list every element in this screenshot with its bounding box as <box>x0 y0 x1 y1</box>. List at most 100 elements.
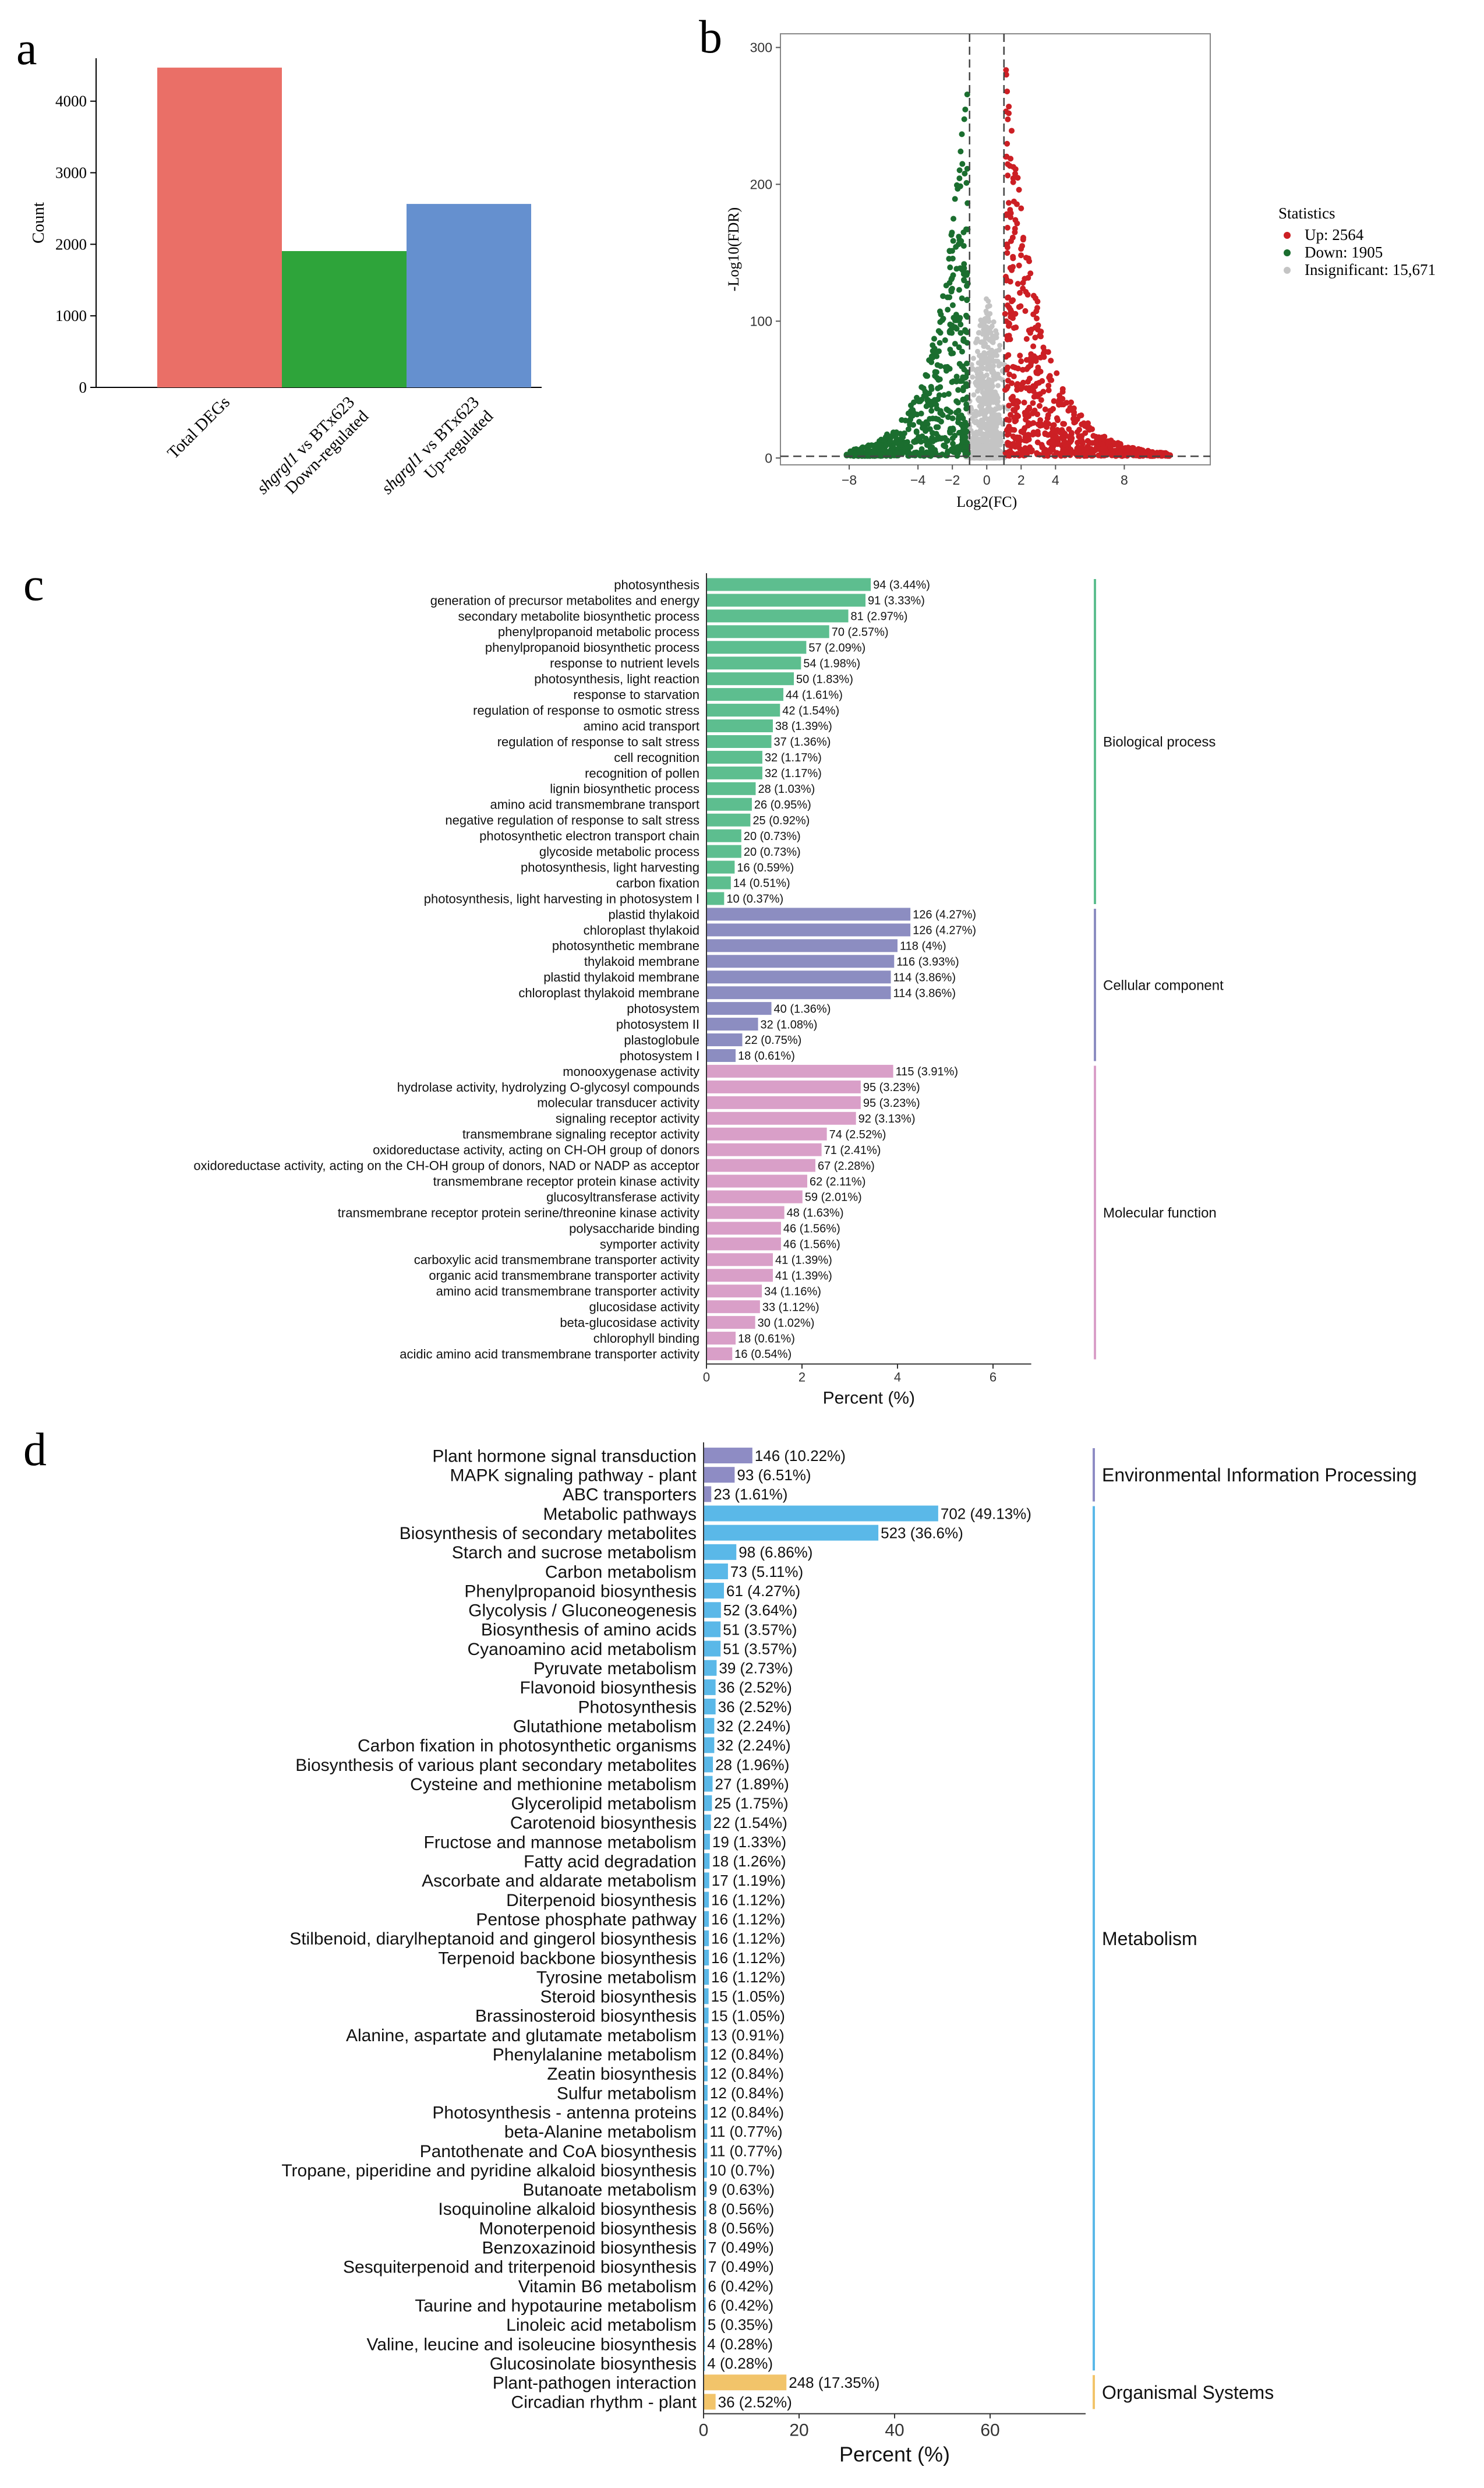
b-point-down <box>949 415 956 422</box>
b-point-up <box>1015 440 1021 447</box>
b-point-down <box>881 436 888 443</box>
b-point-down <box>935 396 941 403</box>
c-value-label: 57 (2.09%) <box>808 641 865 654</box>
c-category-label: negative regulation of response to salt … <box>445 813 699 828</box>
b-point-insignificant <box>984 372 990 378</box>
d-bar <box>704 2200 706 2217</box>
b-point-down <box>959 363 966 369</box>
b-point-down <box>964 314 970 320</box>
b-point-down <box>961 116 967 122</box>
d-category-label: Valine, leucine and isoleucine biosynthe… <box>367 2335 697 2354</box>
d-bar <box>704 2374 787 2391</box>
b-x-tick-label: 2 <box>1017 472 1025 488</box>
b-point-up <box>1149 452 1155 458</box>
b-point-up <box>1018 358 1024 365</box>
b-point-down <box>953 373 960 380</box>
d-bar <box>704 1718 715 1734</box>
b-point-up <box>1010 297 1016 303</box>
c-value-label: 16 (0.54%) <box>734 1348 792 1361</box>
panel-d-kegg-enrichment: Plant hormone signal transduction 146 (10… <box>281 1442 1417 2466</box>
d-value-label: 4 (0.28%) <box>707 2355 773 2372</box>
b-point-down <box>963 272 970 278</box>
b-point-down <box>937 340 943 346</box>
b-point-down <box>956 344 962 351</box>
b-point-up <box>1016 186 1022 193</box>
c-value-label: 126 (4.27%) <box>913 909 976 922</box>
b-point-down <box>916 419 923 425</box>
b-point-down <box>962 424 968 430</box>
b-point-up <box>1062 442 1068 448</box>
b-point-up <box>1020 453 1027 459</box>
c-bar <box>706 1049 736 1062</box>
b-point-up <box>1028 359 1034 366</box>
c-category-label: chloroplast thylakoid <box>584 923 699 937</box>
d-bar <box>704 1448 752 1464</box>
b-point-up <box>1021 400 1027 406</box>
c-bar <box>706 1284 762 1298</box>
d-value-label: 27 (1.89%) <box>715 1775 789 1792</box>
b-point-up <box>1005 172 1011 179</box>
b-point-up <box>1002 310 1008 317</box>
c-category-label: photosynthesis, light harvesting <box>521 860 699 874</box>
d-value-label: 15 (1.05%) <box>711 2007 785 2024</box>
b-point-up <box>1037 417 1044 424</box>
b-point-down <box>949 302 956 308</box>
a-x-tick-label-italic: shgrgl1 <box>378 449 427 498</box>
b-point-up <box>1005 377 1011 384</box>
b-point-up <box>1004 211 1010 217</box>
b-point-insignificant <box>994 352 1000 358</box>
d-bar <box>704 1679 716 1695</box>
b-point-insignificant <box>991 370 997 376</box>
d-bar <box>704 2297 706 2313</box>
b-point-down <box>952 196 958 202</box>
b-point-up <box>1069 407 1076 414</box>
d-category-label: Pentose phosphate pathway <box>476 1910 697 1929</box>
b-point-insignificant <box>987 430 993 436</box>
b-point-insignificant <box>997 436 1002 442</box>
c-value-label: 34 (1.16%) <box>764 1285 821 1298</box>
b-point-up <box>1059 396 1066 402</box>
b-point-down <box>959 377 965 384</box>
c-value-label: 16 (0.59%) <box>737 862 794 874</box>
c-bar <box>706 750 762 764</box>
b-point-up <box>1004 250 1010 256</box>
d-category-label: Starch and sucrose metabolism <box>452 1543 697 1562</box>
panel-b-volcano-plot: −8 −4 −2 0 2 4 8 0 100 200 300 Log2(FC) -Log10(FDR) S… <box>725 33 1436 510</box>
d-category-label: Biosynthesis of secondary metabolites <box>400 1524 697 1543</box>
b-point-insignificant <box>996 363 1002 369</box>
b-point-down <box>913 429 920 435</box>
b-point-down <box>917 398 923 404</box>
b-point-up <box>1012 310 1019 317</box>
d-bar <box>704 1814 711 1830</box>
b-point-up <box>1058 453 1064 459</box>
b-point-up <box>1036 403 1043 409</box>
d-bar <box>704 2355 705 2371</box>
c-x-tick-label: 6 <box>990 1370 997 1385</box>
b-point-insignificant <box>992 394 998 400</box>
b-point-down <box>928 359 935 365</box>
b-point-insignificant <box>974 348 980 354</box>
c-bar <box>706 797 752 811</box>
b-point-up <box>1018 246 1024 252</box>
b-point-up <box>1006 110 1012 117</box>
b-point-down <box>932 373 938 379</box>
b-point-up <box>1005 295 1011 301</box>
b-point-up <box>1026 387 1033 394</box>
b-point-up <box>1026 258 1033 264</box>
b-point-down <box>930 354 936 361</box>
b-point-insignificant <box>970 355 976 361</box>
b-point-insignificant <box>997 343 1003 348</box>
d-value-label: 13 (0.91%) <box>710 2026 784 2044</box>
c-category-label: plastoglobule <box>624 1033 699 1047</box>
b-point-down <box>947 264 953 271</box>
b-point-up <box>1010 373 1017 380</box>
b-point-down <box>954 447 960 453</box>
b-point-down <box>957 330 964 336</box>
b-point-up <box>1101 433 1108 440</box>
d-x-axis-label: Percent (%) <box>839 2443 950 2466</box>
d-value-label: 15 (1.05%) <box>711 1988 785 2005</box>
b-point-up <box>1023 414 1030 421</box>
b-point-down <box>904 448 911 454</box>
b-point-down <box>964 394 970 401</box>
